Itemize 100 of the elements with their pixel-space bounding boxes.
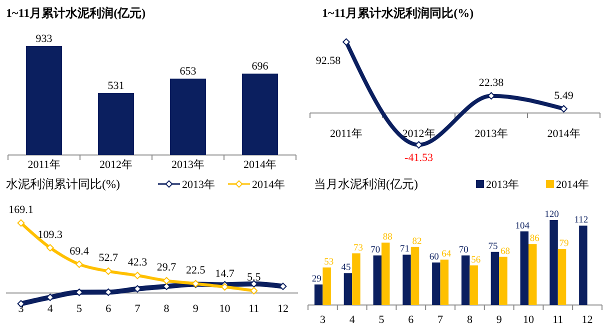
data-label: 5.49 bbox=[554, 90, 574, 102]
data-label: 653 bbox=[180, 66, 197, 78]
data-label: 29.7 bbox=[156, 262, 177, 274]
x-tick-label: 7 bbox=[438, 314, 444, 326]
data-label: 82 bbox=[412, 236, 422, 247]
bar bbox=[499, 256, 508, 305]
x-tick-label: 2012年 bbox=[100, 159, 132, 171]
data-label: 71 bbox=[400, 244, 410, 255]
data-label: 5.5 bbox=[247, 272, 262, 284]
data-label: 42.3 bbox=[128, 256, 148, 268]
bar bbox=[344, 273, 352, 305]
point bbox=[342, 38, 350, 46]
point bbox=[17, 219, 25, 227]
data-label: 56 bbox=[471, 255, 481, 266]
data-label: 79 bbox=[559, 239, 570, 250]
x-tick-label: 2014年 bbox=[244, 159, 276, 171]
x-tick-label: 11 bbox=[248, 303, 260, 315]
point bbox=[76, 288, 83, 296]
bar bbox=[520, 231, 528, 305]
x-tick-label: 6 bbox=[106, 303, 112, 315]
data-label: 22.38 bbox=[478, 76, 504, 89]
data-label: 104 bbox=[515, 221, 530, 232]
bar bbox=[314, 284, 323, 305]
data-label: 696 bbox=[252, 60, 269, 73]
x-tick-label: 5 bbox=[378, 314, 385, 326]
bar bbox=[432, 262, 440, 305]
x-tick-label: 2013年 bbox=[172, 159, 204, 171]
bar bbox=[550, 220, 558, 305]
x-tick-label: 8 bbox=[466, 314, 473, 326]
chart-title: 当月水泥利润(亿元) bbox=[314, 177, 418, 191]
x-tick-label: 3 bbox=[320, 314, 326, 326]
x-tick-label: 4 bbox=[349, 314, 356, 326]
x-tick-label: 10 bbox=[523, 314, 534, 326]
bar bbox=[170, 78, 206, 155]
data-label: -41.53 bbox=[404, 152, 434, 164]
point bbox=[488, 92, 495, 100]
data-label: 53 bbox=[324, 257, 334, 268]
data-label: 45 bbox=[341, 263, 351, 274]
legend-label: 2013年 bbox=[486, 179, 519, 191]
point bbox=[415, 141, 422, 149]
x-tick-label: 11 bbox=[552, 314, 564, 326]
bar bbox=[470, 265, 478, 305]
point bbox=[560, 105, 568, 112]
point bbox=[250, 287, 258, 294]
data-label: 29 bbox=[312, 274, 322, 284]
data-label: 75 bbox=[488, 242, 498, 252]
x-tick-label: 5 bbox=[76, 303, 82, 315]
chart-title: 1~11月累计水泥利润同比(%) bbox=[322, 6, 474, 20]
data-label: 68 bbox=[500, 246, 510, 257]
data-label: 69.4 bbox=[70, 245, 90, 258]
x-tick-label: 2012年 bbox=[402, 128, 436, 140]
x-tick-label: 2011年 bbox=[330, 128, 363, 140]
data-label: 933 bbox=[36, 33, 53, 45]
data-label: 112 bbox=[574, 216, 588, 226]
x-tick-label: 9 bbox=[496, 314, 502, 326]
data-label: 86 bbox=[530, 234, 540, 244]
bar bbox=[322, 267, 331, 305]
x-tick-label: 2014年 bbox=[547, 128, 580, 140]
x-tick-label: 9 bbox=[192, 303, 199, 315]
x-tick-label: 2013年 bbox=[474, 128, 508, 140]
data-label: 109.3 bbox=[38, 228, 63, 241]
data-label: 169.1 bbox=[8, 204, 34, 216]
bar bbox=[242, 74, 278, 155]
legend-label: 2014年 bbox=[252, 179, 285, 191]
chart-title: 水泥利润累计同比(%) bbox=[6, 177, 120, 191]
bar bbox=[461, 255, 470, 305]
bar bbox=[382, 242, 390, 305]
data-label: 70 bbox=[458, 245, 469, 256]
data-label: 120 bbox=[544, 210, 560, 220]
x-tick-label: 12 bbox=[582, 314, 593, 326]
x-tick-label: 2011年 bbox=[28, 159, 60, 171]
bar bbox=[352, 253, 360, 305]
data-label: 88 bbox=[382, 232, 393, 243]
point bbox=[76, 260, 83, 268]
data-label: 64 bbox=[442, 250, 452, 260]
bar bbox=[410, 246, 420, 305]
bar bbox=[558, 249, 566, 305]
point bbox=[46, 244, 54, 252]
bar bbox=[440, 260, 449, 305]
bar bbox=[26, 46, 62, 155]
bar bbox=[402, 254, 411, 305]
x-tick-label: 6 bbox=[408, 314, 414, 326]
bar bbox=[490, 252, 500, 305]
point bbox=[104, 267, 112, 275]
data-label: 14.7 bbox=[215, 268, 235, 280]
legend-label: 2013年 bbox=[182, 179, 215, 191]
bar bbox=[98, 92, 134, 155]
point bbox=[134, 272, 142, 280]
chart-title: 1~11月累计水泥利润(亿元) bbox=[6, 6, 146, 20]
x-tick-label: 12 bbox=[278, 303, 288, 315]
data-label: 70 bbox=[370, 245, 380, 256]
point bbox=[162, 277, 170, 284]
x-tick-label: 8 bbox=[164, 303, 170, 315]
x-tick-label: 4 bbox=[47, 303, 54, 315]
bar bbox=[579, 226, 588, 305]
data-label: 22.5 bbox=[186, 264, 206, 277]
data-label: 92.58 bbox=[316, 55, 342, 67]
x-tick-label: 10 bbox=[219, 303, 231, 315]
legend-label: 2014年 bbox=[556, 179, 589, 191]
point bbox=[221, 283, 228, 291]
